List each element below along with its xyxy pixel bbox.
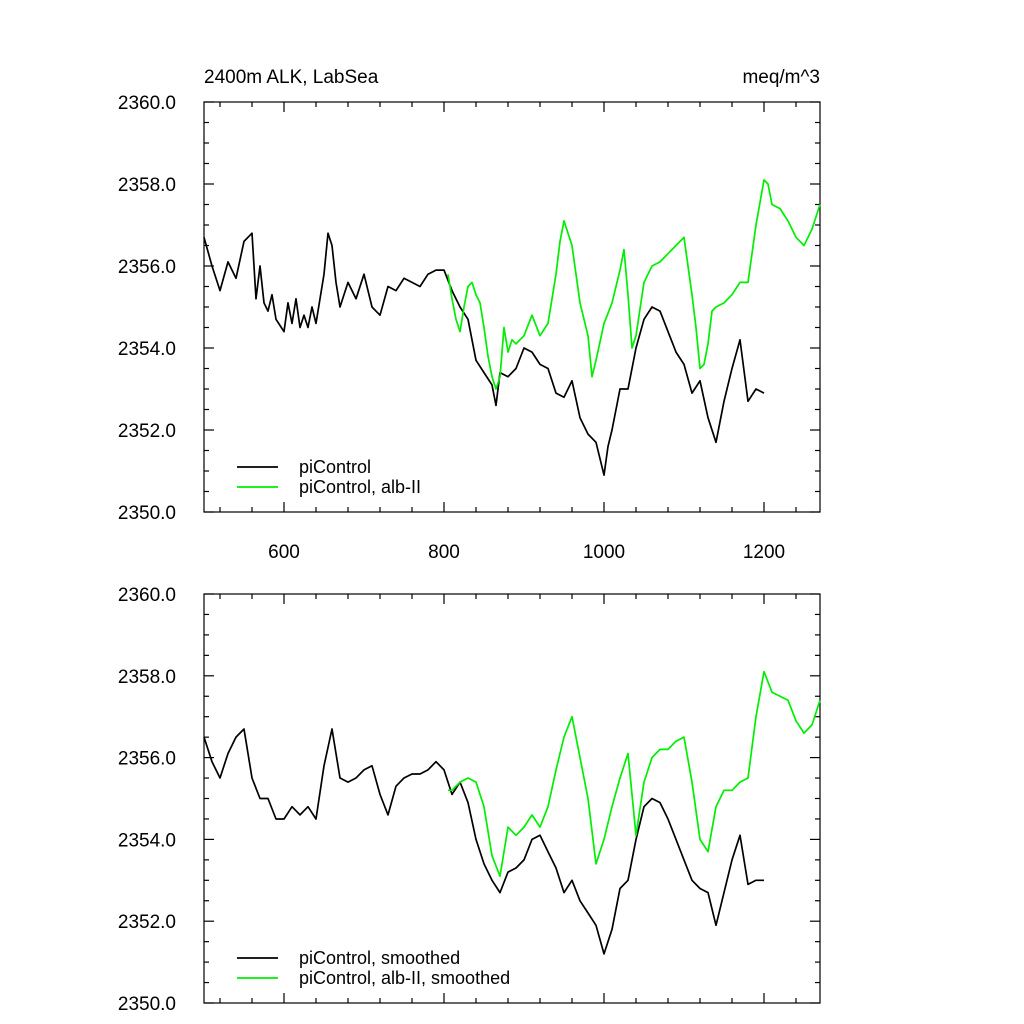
y-tick-label: 2356.0 — [118, 749, 176, 770]
series-line-picontrol — [203, 232, 765, 476]
y-tick-label: 2352.0 — [118, 421, 176, 442]
x-tick-label: 1200 — [743, 542, 785, 563]
y-tick-label: 2360.0 — [118, 585, 176, 606]
series-line-picontrol-alb-ii — [448, 670, 821, 878]
chart-title-left: 2400m ALK, LabSea — [204, 67, 379, 88]
y-tick-label: 2360.0 — [118, 93, 176, 114]
y-tick-label: 2350.0 — [118, 503, 176, 524]
x-tick-label: 600 — [268, 542, 300, 563]
chart-panel-top: 2400m ALK, LabSea meq/m^3 2350.0 2352.0 23… — [118, 67, 821, 563]
y-tick-label: 2356.0 — [118, 257, 176, 278]
series-line-picontrol — [203, 728, 764, 955]
y-tick-label: 2350.0 — [118, 994, 176, 1015]
chart-panel-bottom: 2350.0 2352.0 2354.0 2356.0 2358.0 2360.0 piCo… — [118, 585, 821, 1015]
series-line-picontrol-alb-ii — [447, 179, 821, 390]
y-tick-label: 2354.0 — [118, 830, 176, 851]
legend-label: piControl — [299, 457, 371, 477]
chart-units-label: meq/m^3 — [742, 67, 820, 88]
legend-label: piControl, alb-II — [299, 477, 421, 497]
x-tick-label: 1000 — [583, 542, 625, 563]
legend-label: piControl, smoothed — [299, 948, 460, 968]
plot-frame — [203, 593, 821, 1004]
y-tick-label: 2358.0 — [118, 175, 176, 196]
x-tick-label: 800 — [428, 542, 460, 563]
y-tick-label: 2352.0 — [118, 912, 176, 933]
legend-label: piControl, alb-II, smoothed — [299, 968, 510, 988]
y-tick-label: 2358.0 — [118, 667, 176, 688]
y-tick-label: 2354.0 — [118, 339, 176, 360]
